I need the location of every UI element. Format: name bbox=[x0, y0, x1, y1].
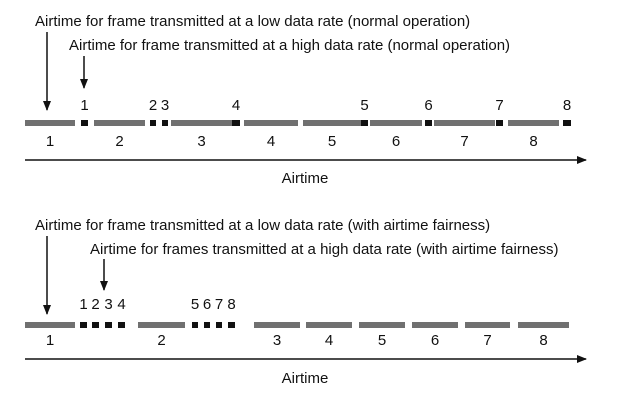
high-rate-frame-label: 8 bbox=[563, 97, 571, 114]
high-rate-frame-bar bbox=[216, 322, 222, 328]
airtime-axis-label: Airtime bbox=[282, 370, 329, 387]
airtime-axis-label: Airtime bbox=[282, 170, 329, 187]
high-rate-caption: Airtime for frames transmitted at a high… bbox=[90, 241, 559, 258]
low-rate-frame-label: 6 bbox=[392, 133, 400, 150]
diagram-airtime-fairness: Airtime for frame transmitted at a low d… bbox=[25, 217, 587, 387]
high-rate-frame-label: 6 bbox=[203, 296, 211, 313]
low-rate-frame-bar bbox=[303, 120, 361, 126]
high-rate-frame-label: 6 bbox=[424, 97, 432, 114]
high-rate-frame-label: 5 bbox=[360, 97, 368, 114]
low-rate-frame-label: 8 bbox=[529, 133, 537, 150]
low-rate-frame-label: 3 bbox=[197, 133, 205, 150]
high-rate-frame-label: 4 bbox=[117, 296, 125, 313]
low-rate-frame-bar bbox=[94, 120, 145, 126]
low-rate-frame-bar bbox=[359, 322, 405, 328]
low-rate-frame-bar bbox=[244, 120, 298, 126]
high-rate-frame-bar bbox=[204, 322, 210, 328]
high-rate-frame-label: 3 bbox=[104, 296, 112, 313]
high-rate-frame-bar bbox=[563, 120, 571, 126]
high-rate-frame-label: 3 bbox=[161, 97, 169, 114]
high-rate-caption: Airtime for frame transmitted at a high … bbox=[69, 37, 510, 54]
high-rate-frame-label: 7 bbox=[495, 97, 503, 114]
low-rate-frame-bar bbox=[254, 322, 300, 328]
frame-timeline: 11 2 3 425 6 7 83 4 5 6 7 8 bbox=[25, 296, 569, 349]
low-rate-frame-bar bbox=[25, 322, 75, 328]
low-rate-frame-label: 2 bbox=[157, 332, 165, 349]
low-rate-frame-bar bbox=[412, 322, 458, 328]
high-rate-frame-label: 4 bbox=[232, 97, 240, 114]
low-rate-frame-bar bbox=[508, 120, 559, 126]
high-rate-frame-label: 2 bbox=[91, 296, 99, 313]
high-rate-frame-label: 7 bbox=[215, 296, 223, 313]
high-rate-frame-label: 8 bbox=[227, 296, 235, 313]
high-rate-frame-bar bbox=[192, 322, 198, 328]
high-rate-frame-label: 5 bbox=[191, 296, 199, 313]
high-rate-frame-bar bbox=[81, 120, 88, 126]
low-rate-frame-label: 3 bbox=[273, 332, 281, 349]
high-rate-frame-bar bbox=[150, 120, 156, 126]
low-rate-frame-bar bbox=[518, 322, 569, 328]
low-rate-frame-label: 4 bbox=[325, 332, 333, 349]
low-rate-frame-label: 6 bbox=[431, 332, 439, 349]
high-rate-frame-label: 1 bbox=[80, 97, 88, 114]
high-rate-frame-bar bbox=[80, 322, 87, 328]
low-rate-frame-label: 2 bbox=[115, 133, 123, 150]
low-rate-frame-bar bbox=[171, 120, 232, 126]
low-rate-frame-label: 5 bbox=[378, 332, 386, 349]
low-rate-frame-label: 7 bbox=[483, 332, 491, 349]
high-rate-frame-bar bbox=[496, 120, 503, 126]
high-rate-frame-bar bbox=[105, 322, 112, 328]
high-rate-frame-label: 2 bbox=[149, 97, 157, 114]
high-rate-frame-bar bbox=[425, 120, 432, 126]
low-rate-frame-label: 1 bbox=[46, 133, 54, 150]
high-rate-frame-bar bbox=[92, 322, 99, 328]
high-rate-frame-bar bbox=[361, 120, 368, 126]
diagram-normal-operation: Airtime for frame transmitted at a low d… bbox=[25, 13, 587, 187]
low-rate-frame-bar bbox=[25, 120, 75, 126]
low-rate-frame-bar bbox=[434, 120, 495, 126]
high-rate-frame-bar bbox=[232, 120, 240, 126]
low-rate-frame-bar bbox=[138, 322, 185, 328]
low-rate-frame-label: 1 bbox=[46, 332, 54, 349]
low-rate-caption: Airtime for frame transmitted at a low d… bbox=[35, 217, 490, 234]
low-rate-frame-label: 7 bbox=[460, 133, 468, 150]
low-rate-frame-label: 8 bbox=[539, 332, 547, 349]
low-rate-frame-label: 4 bbox=[267, 133, 275, 150]
high-rate-frame-bar bbox=[228, 322, 235, 328]
low-rate-frame-label: 5 bbox=[328, 133, 336, 150]
high-rate-frame-label: 1 bbox=[79, 296, 87, 313]
low-rate-caption: Airtime for frame transmitted at a low d… bbox=[35, 13, 470, 30]
high-rate-frame-bar bbox=[162, 120, 168, 126]
low-rate-frame-bar bbox=[465, 322, 510, 328]
high-rate-frame-bar bbox=[118, 322, 125, 328]
low-rate-frame-bar bbox=[306, 322, 352, 328]
low-rate-frame-bar bbox=[370, 120, 422, 126]
